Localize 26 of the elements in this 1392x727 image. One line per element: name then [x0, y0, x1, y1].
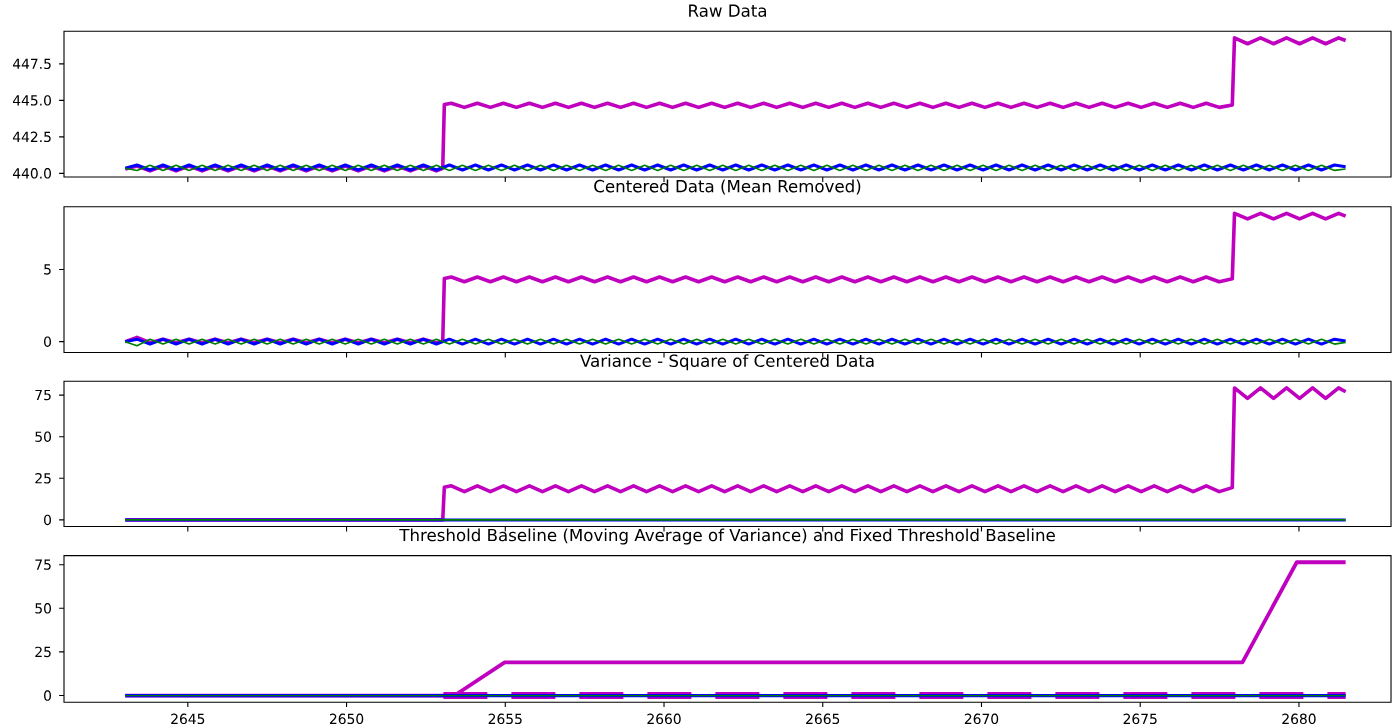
y-tick-label: 440.0	[12, 168, 51, 179]
x-tick-label: 2680	[1282, 713, 1316, 725]
x-tick-label: 2660	[647, 713, 681, 725]
x-tick-label: 2665	[806, 713, 840, 725]
chart-title: Raw Data	[689, 4, 766, 17]
y-tick-label: 445.0	[12, 95, 51, 106]
y-tick-label: 447.5	[12, 58, 51, 70]
chart-title: Centered Data (Mean Removed)	[594, 179, 861, 195]
y-tick-label: 50	[35, 603, 51, 614]
x-tick-label: 2655	[488, 713, 522, 725]
y-tick-label: 0	[44, 690, 51, 701]
y-tick-label: 442.5	[12, 131, 51, 143]
y-tick-label: 75	[35, 389, 51, 401]
x-tick-label: 2645	[171, 713, 205, 725]
y-tick-label: 25	[35, 646, 51, 658]
y-tick-label: 5	[44, 264, 51, 275]
x-tick-label: 2670	[964, 713, 999, 725]
chart-title: Threshold Baseline (Moving Average of Variance) and Fixed Threshold Baseline	[399, 528, 1055, 545]
chart-title: Variance - Square of Centered Data	[580, 354, 874, 371]
y-tick-label: 50	[35, 431, 51, 442]
x-tick-label: 2650	[329, 713, 364, 725]
x-tick-label: 2675	[1123, 713, 1157, 725]
y-tick-label: 25	[35, 473, 51, 484]
y-tick-label: 75	[35, 559, 51, 570]
y-tick-label: 0	[44, 514, 51, 526]
y-tick-label: 0	[44, 336, 51, 347]
